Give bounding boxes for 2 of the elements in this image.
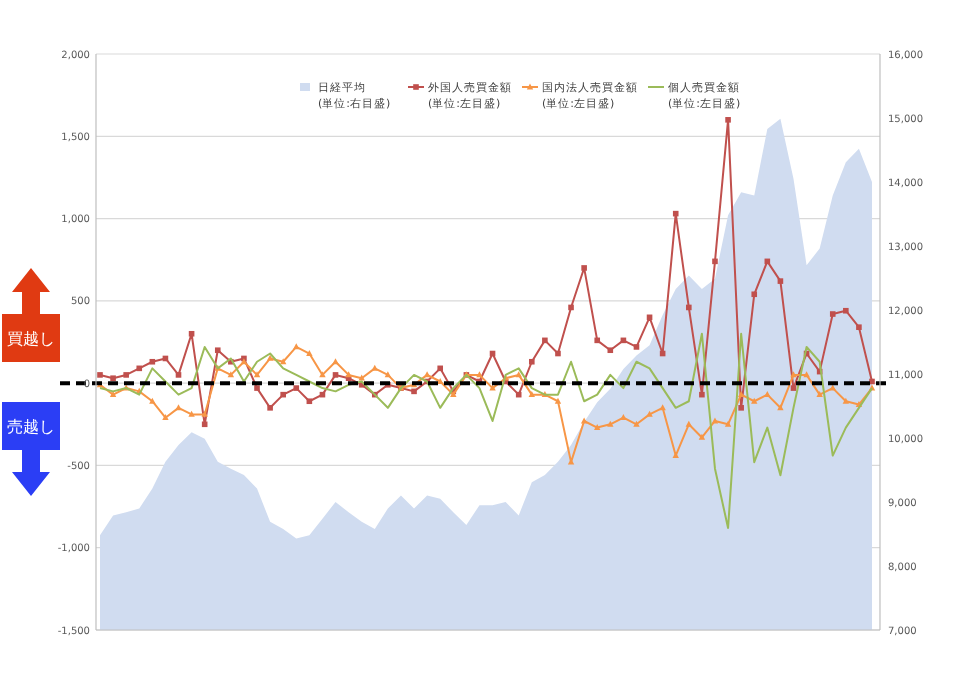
text: 買越し [7, 329, 55, 348]
text: 売越し [7, 417, 55, 436]
